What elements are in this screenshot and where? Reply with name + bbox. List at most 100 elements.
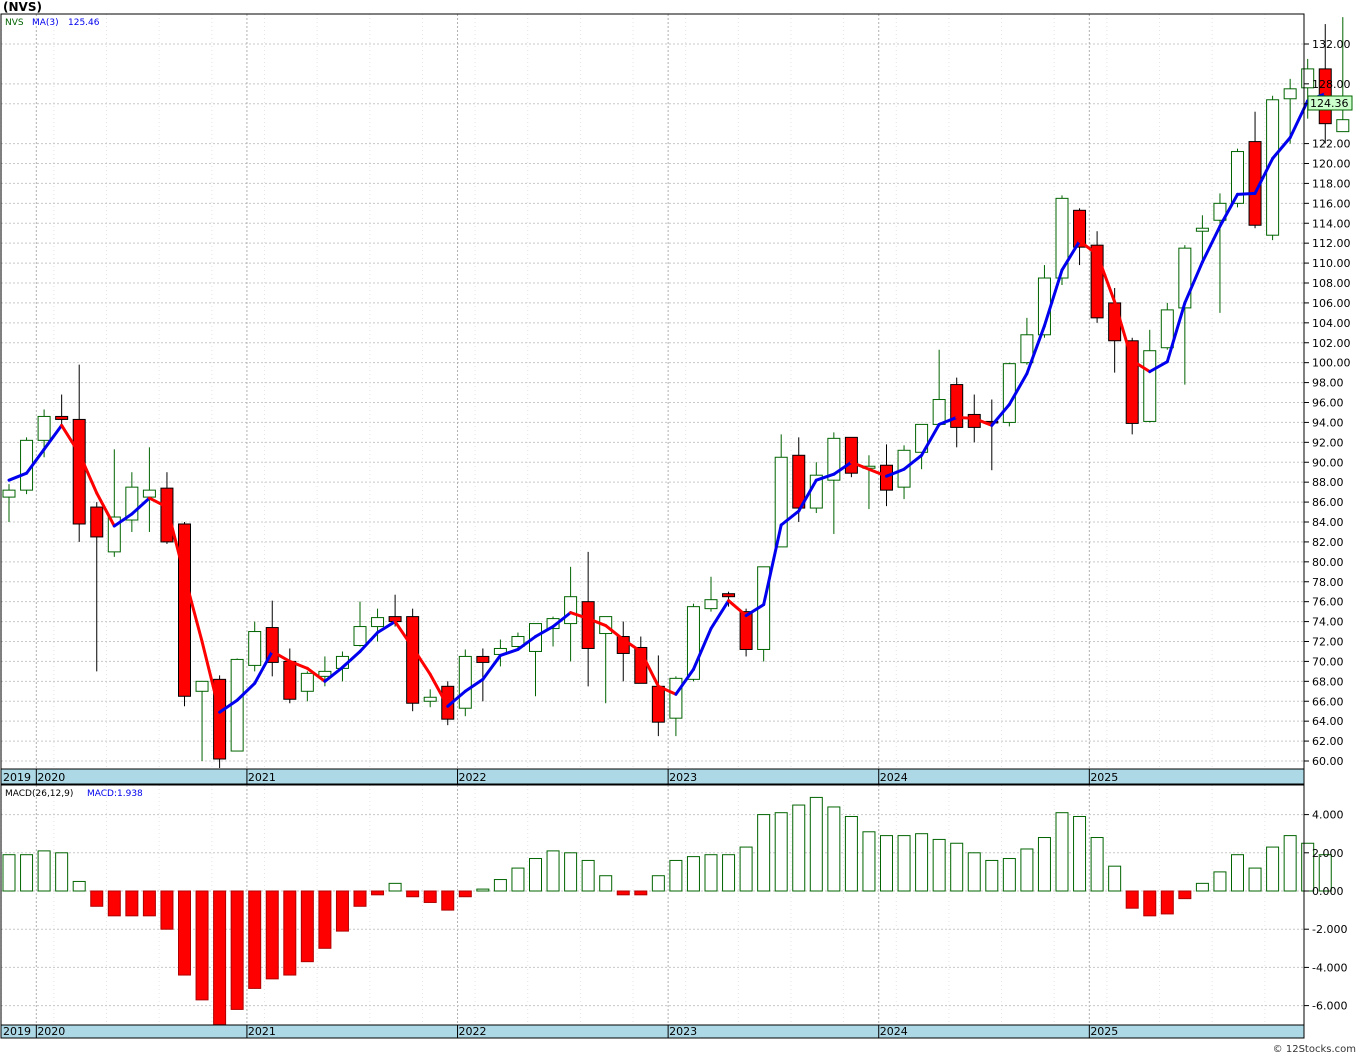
price-y-tick-label: 70.00 bbox=[1312, 655, 1344, 668]
macd-bar bbox=[318, 890, 332, 949]
ma-segment bbox=[972, 416, 994, 427]
candle bbox=[1020, 317, 1034, 365]
ma-segment bbox=[463, 677, 485, 693]
candle-body bbox=[195, 680, 209, 692]
macd-year-label: 2021 bbox=[248, 1025, 276, 1038]
macd-bar bbox=[125, 890, 139, 917]
last-price-box bbox=[1307, 95, 1353, 111]
ma-segment bbox=[446, 689, 467, 708]
candle-body bbox=[792, 454, 806, 509]
price-legend-ma-value: 125.46 bbox=[68, 18, 100, 28]
price-y-tick-label: 120.00 bbox=[1312, 158, 1351, 171]
candle-body bbox=[722, 593, 736, 598]
price-y-tick-label: 66.00 bbox=[1312, 695, 1344, 708]
macd-bar bbox=[441, 890, 455, 911]
chart-symbol-title: (NVS) bbox=[3, 0, 42, 14]
macd-x-axis-band: 2019 2020 2021 2022 2023 2024 2025 bbox=[0, 1024, 1305, 1039]
candle bbox=[476, 648, 490, 702]
candle-body bbox=[55, 415, 69, 420]
ma-segment bbox=[1200, 224, 1222, 264]
candle bbox=[511, 632, 525, 650]
price-y-tick-label: 132.00 bbox=[1312, 38, 1351, 51]
candle-body bbox=[1178, 247, 1192, 309]
macd-bar bbox=[1160, 890, 1174, 915]
ma-segment bbox=[1236, 191, 1257, 196]
price-y-tick-label: 86.00 bbox=[1312, 496, 1344, 509]
ma-segment bbox=[551, 611, 573, 629]
ma-segment bbox=[218, 698, 239, 714]
macd-bar bbox=[1283, 835, 1297, 892]
candle bbox=[704, 576, 718, 612]
price-y-tick-label: 82.00 bbox=[1312, 536, 1344, 549]
macd-y-tick-label: 0.000 bbox=[1312, 885, 1344, 898]
candle bbox=[195, 680, 209, 761]
ma-segment bbox=[902, 453, 924, 471]
price-x-axis-band: 2019 2020 2021 2022 2023 2024 2025 bbox=[0, 768, 1305, 785]
macd-year-label: 2023 bbox=[669, 1025, 697, 1038]
candle-body bbox=[248, 631, 262, 666]
price-y-tick-label: 96.00 bbox=[1312, 397, 1344, 410]
price-y-tick-label: 62.00 bbox=[1312, 735, 1344, 748]
macd-bar bbox=[774, 812, 788, 892]
price-y-tick-label: 112.00 bbox=[1312, 237, 1351, 250]
candle-body bbox=[1143, 350, 1157, 422]
macd-year-label: 2019 bbox=[3, 1025, 31, 1038]
ma-segment bbox=[1130, 359, 1152, 374]
price-y-tick-label: 68.00 bbox=[1312, 675, 1344, 688]
candle-body bbox=[932, 399, 946, 425]
price-year-label: 2022 bbox=[459, 771, 487, 784]
macd-bar bbox=[1108, 865, 1122, 892]
price-year-label: 2025 bbox=[1090, 771, 1118, 784]
ma-segment bbox=[779, 509, 801, 527]
ma-segment bbox=[393, 620, 415, 649]
price-year-label: 2024 bbox=[880, 771, 908, 784]
candle bbox=[1336, 17, 1350, 133]
ma-segment bbox=[744, 603, 766, 618]
candle-body bbox=[1283, 88, 1297, 100]
ma-segment bbox=[727, 599, 748, 618]
ma-segment bbox=[358, 631, 380, 653]
ma-segment bbox=[428, 672, 450, 708]
price-year-label: 2021 bbox=[248, 771, 276, 784]
macd-bar bbox=[476, 888, 490, 892]
macd-bar bbox=[1248, 867, 1262, 892]
candle-body bbox=[230, 658, 244, 752]
candle bbox=[406, 608, 420, 712]
macd-bar bbox=[300, 890, 314, 963]
price-y-tick-label: 102.00 bbox=[1312, 337, 1351, 350]
candle-body bbox=[406, 616, 420, 704]
candle bbox=[353, 601, 367, 647]
ma-segment bbox=[1042, 268, 1064, 328]
macd-bar bbox=[880, 835, 893, 892]
price-y-tick-label: 80.00 bbox=[1312, 556, 1344, 569]
ma-segment bbox=[1095, 252, 1117, 304]
candle-body bbox=[704, 599, 718, 610]
candle-body bbox=[300, 672, 314, 692]
price-y-tick-label: 90.00 bbox=[1312, 456, 1344, 469]
macd-bar bbox=[897, 835, 911, 892]
ma-segment bbox=[656, 684, 678, 696]
ma-segment bbox=[832, 460, 853, 476]
price-y-tick-label: 74.00 bbox=[1312, 616, 1344, 629]
macd-bar bbox=[1073, 816, 1087, 892]
macd-bar bbox=[90, 890, 104, 907]
candle-body bbox=[1002, 363, 1016, 423]
price-y-tick-label: 64.00 bbox=[1312, 715, 1344, 728]
macd-bar bbox=[581, 859, 595, 892]
ma-segment bbox=[1060, 239, 1082, 272]
ma-segment bbox=[586, 617, 608, 628]
macd-bar bbox=[511, 867, 525, 892]
candle-body bbox=[774, 456, 788, 548]
ma-segment bbox=[25, 447, 46, 475]
ma-segment bbox=[270, 649, 292, 663]
candle-body bbox=[827, 437, 841, 481]
price-year-label: 2020 bbox=[37, 771, 65, 784]
macd-bar bbox=[967, 852, 981, 892]
candle-body bbox=[283, 660, 297, 700]
candle bbox=[230, 658, 244, 752]
ma-segment bbox=[1113, 300, 1134, 363]
ma-segment bbox=[937, 415, 959, 426]
macd-bar bbox=[20, 854, 34, 892]
panel-frames bbox=[0, 13, 1305, 1026]
candle bbox=[458, 649, 472, 717]
